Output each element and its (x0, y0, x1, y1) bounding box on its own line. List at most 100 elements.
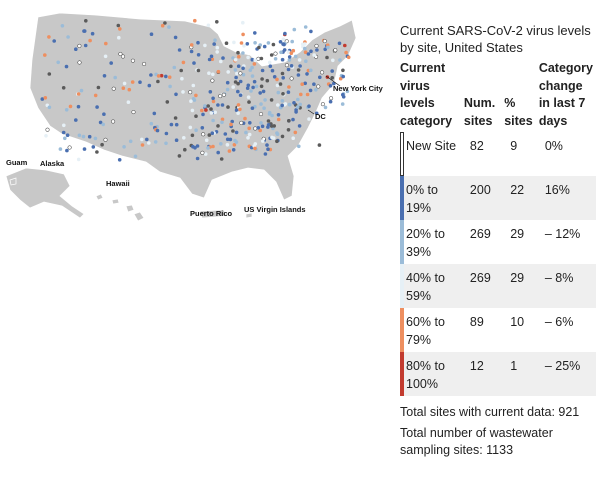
site-dot[interactable] (317, 143, 322, 147)
site-dot[interactable] (196, 53, 201, 57)
site-dot[interactable] (208, 90, 213, 94)
site-dot[interactable] (266, 41, 271, 45)
site-dot[interactable] (247, 132, 252, 137)
site-dot[interactable] (290, 39, 295, 44)
site-dot[interactable] (241, 32, 245, 37)
site-dot[interactable] (332, 81, 336, 86)
site-dot[interactable] (259, 84, 264, 89)
site-dot[interactable] (261, 89, 266, 94)
site-dot[interactable] (164, 141, 168, 146)
site-dot[interactable] (267, 110, 272, 115)
site-dot[interactable] (258, 128, 263, 133)
site-dot[interactable] (102, 112, 106, 116)
site-dot[interactable] (225, 143, 230, 147)
site-dot[interactable] (241, 20, 245, 25)
site-dot[interactable] (153, 140, 158, 144)
site-dot[interactable] (218, 94, 223, 99)
site-dot[interactable] (318, 75, 322, 80)
site-dot[interactable] (293, 130, 298, 135)
site-dot[interactable] (128, 139, 133, 144)
site-dot[interactable] (287, 119, 291, 123)
site-dot[interactable] (164, 131, 169, 136)
site-dot[interactable] (74, 47, 78, 51)
site-dot[interactable] (211, 96, 215, 101)
site-dot[interactable] (314, 88, 318, 92)
site-dot[interactable] (293, 54, 298, 59)
site-dot[interactable] (64, 64, 69, 69)
site-dot[interactable] (195, 144, 200, 148)
site-dot[interactable] (265, 78, 270, 83)
site-dot[interactable] (309, 68, 313, 73)
site-dot[interactable] (109, 61, 113, 65)
site-dot[interactable] (236, 64, 241, 68)
site-dot[interactable] (174, 92, 178, 97)
site-dot[interactable] (292, 27, 297, 32)
site-dot[interactable] (280, 134, 285, 139)
site-dot[interactable] (303, 46, 307, 51)
site-dot[interactable] (196, 68, 201, 73)
site-dot[interactable] (250, 57, 255, 62)
site-dot[interactable] (262, 106, 266, 110)
site-dot[interactable] (295, 105, 300, 109)
site-dot[interactable] (260, 68, 265, 73)
site-dot[interactable] (216, 150, 220, 155)
site-dot[interactable] (210, 57, 215, 61)
site-dot[interactable] (147, 83, 152, 88)
site-dot[interactable] (250, 74, 255, 78)
site-dot[interactable] (66, 35, 70, 39)
site-dot[interactable] (246, 83, 251, 88)
site-dot[interactable] (149, 73, 153, 77)
site-dot[interactable] (47, 105, 52, 110)
site-dot[interactable] (76, 92, 81, 96)
site-dot[interactable] (341, 74, 346, 79)
site-dot[interactable] (252, 79, 257, 84)
contiguous-us[interactable] (29, 12, 357, 201)
site-dot[interactable] (278, 82, 283, 86)
site-dot[interactable] (147, 141, 151, 145)
site-dot[interactable] (206, 104, 210, 108)
site-dot[interactable] (117, 158, 122, 162)
site-dot[interactable] (266, 119, 271, 123)
site-dot[interactable] (338, 58, 342, 62)
site-dot[interactable] (82, 29, 86, 33)
site-dot[interactable] (174, 138, 179, 142)
site-dot[interactable] (104, 41, 108, 46)
site-dot[interactable] (200, 108, 204, 113)
site-dot[interactable] (219, 157, 224, 161)
site-dot[interactable] (44, 134, 48, 138)
site-dot[interactable] (209, 111, 214, 115)
site-dot[interactable] (209, 107, 213, 111)
site-dot[interactable] (289, 51, 294, 55)
site-dot[interactable] (304, 59, 308, 63)
site-dot[interactable] (145, 137, 149, 142)
site-dot[interactable] (233, 138, 237, 143)
site-dot[interactable] (300, 82, 305, 86)
site-dot[interactable] (333, 48, 338, 53)
site-dot[interactable] (120, 54, 126, 59)
site-dot[interactable] (241, 51, 245, 55)
site-dot[interactable] (296, 68, 301, 72)
site-dot[interactable] (287, 55, 292, 59)
site-dot[interactable] (269, 124, 274, 128)
site-dot[interactable] (149, 121, 154, 126)
site-dot[interactable] (61, 130, 66, 135)
site-dot[interactable] (269, 53, 274, 57)
site-dot[interactable] (265, 143, 269, 147)
site-dot[interactable] (177, 48, 182, 52)
site-dot[interactable] (258, 91, 263, 95)
site-dot[interactable] (210, 78, 215, 83)
site-dot[interactable] (76, 157, 81, 162)
site-dot[interactable] (291, 136, 296, 140)
site-dot[interactable] (328, 84, 333, 88)
site-dot[interactable] (183, 147, 187, 152)
site-dot[interactable] (325, 55, 329, 60)
site-dot[interactable] (246, 95, 251, 99)
hawaii-shape[interactable] (95, 193, 145, 222)
site-dot[interactable] (236, 111, 240, 115)
site-dot[interactable] (312, 53, 317, 57)
site-dot[interactable] (249, 89, 253, 93)
site-dot[interactable] (96, 85, 101, 90)
site-dot[interactable] (204, 138, 209, 142)
site-dot[interactable] (191, 97, 196, 101)
site-dot[interactable] (190, 108, 195, 113)
